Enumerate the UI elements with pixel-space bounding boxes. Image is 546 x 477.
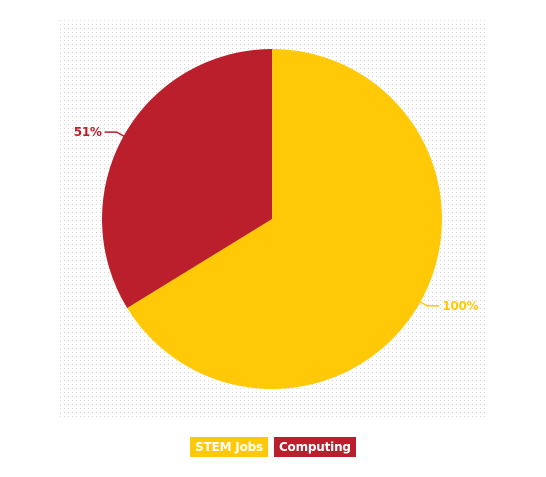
legend-item-computing[interactable]: Computing xyxy=(273,437,356,457)
pie-slice-stem-jobs[interactable] xyxy=(127,49,443,390)
slice-labels: 100% 51% xyxy=(74,125,479,313)
leader-line-computing xyxy=(104,131,128,139)
legend-item-stem-jobs[interactable]: STEM Jobs xyxy=(190,437,268,457)
pie-slices xyxy=(102,49,443,390)
slice-label-computing: 51% xyxy=(74,125,102,139)
legend: STEM Jobs Computing xyxy=(0,437,546,457)
pie-slice-computing[interactable] xyxy=(102,49,272,309)
leader-line-stem-jobs xyxy=(416,299,440,307)
slice-label-stem-jobs: 100% xyxy=(442,299,478,313)
